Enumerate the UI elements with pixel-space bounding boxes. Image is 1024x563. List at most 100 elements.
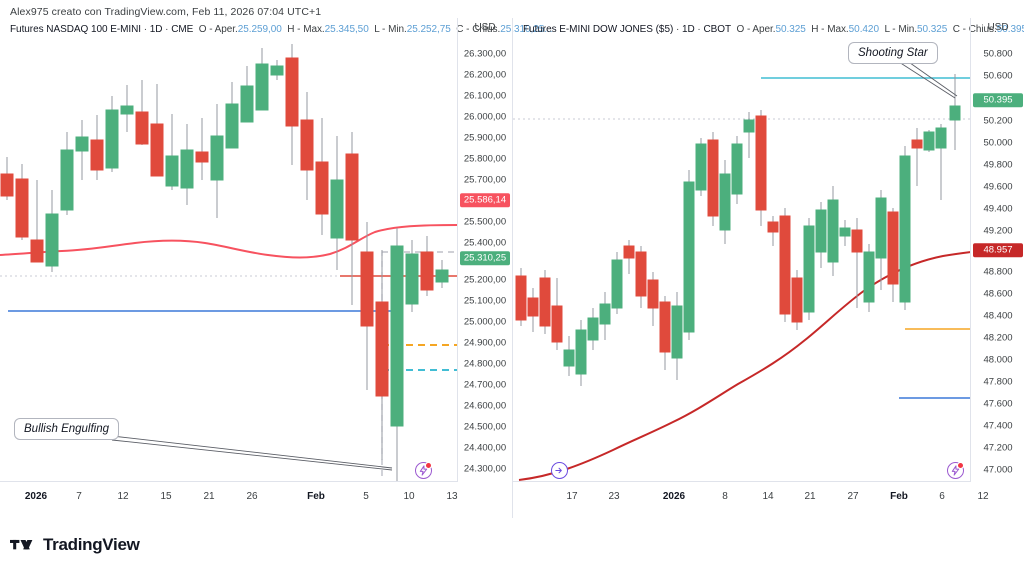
shooting-star-callout[interactable]: Shooting Star xyxy=(848,42,938,64)
price-tick: 24.700,00 xyxy=(463,379,507,391)
time-tick: Feb xyxy=(890,491,908,502)
price-tick: 48.200 xyxy=(983,332,1013,344)
price-tick: 49.200 xyxy=(983,225,1013,237)
notification-dot xyxy=(957,462,964,469)
plot-area-nasdaq[interactable]: Bullish Engulfing xyxy=(0,40,458,482)
time-tick: 12 xyxy=(117,491,129,502)
price-tick: 50.600 xyxy=(983,70,1013,82)
price-tick: 24.400,00 xyxy=(463,442,507,454)
price-tick: 48.400 xyxy=(983,310,1013,322)
jump-to-realtime-icon[interactable] xyxy=(551,462,568,479)
legend-open-value: 50.325 xyxy=(775,24,806,35)
last-price-badge: 50.395 xyxy=(973,93,1023,107)
time-tick: Feb xyxy=(307,491,325,502)
legend-interval: 1D xyxy=(149,24,163,35)
price-tick: 25.800,00 xyxy=(463,153,507,165)
price-tick: 49.800 xyxy=(983,159,1013,171)
price-tick: 24.900,00 xyxy=(463,337,507,349)
time-tick: 7 xyxy=(76,491,82,502)
legend-close-value: 25.310,25... xyxy=(500,24,553,35)
price-tick: 26.300,00 xyxy=(463,48,507,60)
legend-interval: 1D xyxy=(682,24,695,35)
price-tick: 50.200 xyxy=(983,115,1013,127)
time-tick: 12 xyxy=(977,491,989,502)
price-tick: 25.900,00 xyxy=(463,132,507,144)
time-tick: 21 xyxy=(804,491,816,502)
legend-low-label: L - Min. xyxy=(374,24,407,35)
alert-lightning-icon[interactable] xyxy=(947,462,964,479)
tradingview-footer[interactable]: TradingView xyxy=(10,535,140,555)
last-price-badge: 25.310,25 xyxy=(460,251,510,265)
time-tick: 21 xyxy=(203,491,215,502)
time-tick: 17 xyxy=(566,491,578,502)
price-scale-dowjones[interactable]: USD 50.800 50.600 50.395 50.200 50.000 4… xyxy=(970,18,1024,482)
candle-series-nasdaq xyxy=(0,44,449,482)
credit-line: Alex975 creato con TradingView.com, Feb … xyxy=(10,6,322,18)
legend-exchange: CME xyxy=(171,24,194,35)
time-tick: 2026 xyxy=(662,491,686,502)
time-tick: 10 xyxy=(403,491,415,502)
price-tick: 47.200 xyxy=(983,442,1013,454)
price-tick: 24.500,00 xyxy=(463,421,507,433)
price-tick: 50.000 xyxy=(983,137,1013,149)
legend-exchange: CBOT xyxy=(703,24,732,35)
legend-open-label: O - Aper. xyxy=(736,24,776,35)
price-tick: 48.600 xyxy=(983,288,1013,300)
legend-high-value: 50.420 xyxy=(848,24,879,35)
price-scale-currency: USD xyxy=(474,22,496,33)
price-tick: 25.400,00 xyxy=(463,237,507,249)
time-tick: 26 xyxy=(246,491,258,502)
alert-lightning-icon[interactable] xyxy=(415,462,432,479)
legend-high-label: H - Max. xyxy=(811,24,849,35)
time-tick: 14 xyxy=(762,491,774,502)
price-tick: 49.600 xyxy=(983,181,1013,193)
chart-panel-nasdaq: Futures NASDAQ 100 E-MINI · 1D · CME O -… xyxy=(0,18,553,518)
price-tick: 47.000 xyxy=(983,464,1013,476)
time-tick: 2026 xyxy=(24,491,48,502)
time-tick: 8 xyxy=(722,491,728,502)
price-tick: 48.800 xyxy=(983,266,1013,278)
legend-open-value: 25.259,00 xyxy=(237,24,282,35)
legend-symbol: Futures NASDAQ 100 E-MINI xyxy=(10,24,142,35)
legend-low-value: 25.252,75 xyxy=(406,24,451,35)
price-tick: 25.500,00 xyxy=(463,216,507,228)
price-tick: 47.400 xyxy=(983,420,1013,432)
time-tick: 15 xyxy=(160,491,172,502)
legend-close-label: C - Chius. xyxy=(456,24,501,35)
price-tick: 25.000,00 xyxy=(463,316,507,328)
price-tick: 25.700,00 xyxy=(463,174,507,186)
price-tick: 25.200,00 xyxy=(463,274,507,286)
time-scale-dowjones[interactable]: 17 23 2026 8 14 21 27 Feb 6 12 xyxy=(513,481,989,518)
price-tick: 25.100,00 xyxy=(463,295,507,307)
chart-legend-nasdaq[interactable]: Futures NASDAQ 100 E-MINI · 1D · CME O -… xyxy=(10,24,553,35)
ma-price-badge: 48.957 xyxy=(973,243,1023,257)
candlestick-svg-dowjones xyxy=(513,57,971,481)
price-scale-nasdaq[interactable]: USD 26.300,00 26.200,00 26.100,00 26.000… xyxy=(457,18,512,482)
price-tick: 48.000 xyxy=(983,354,1013,366)
chart-legend-dowjones[interactable]: Futures E-MINI DOW JONES ($5) · 1D · CBO… xyxy=(523,24,1024,35)
candlestick-svg-nasdaq xyxy=(0,44,458,482)
candle-series-dowjones xyxy=(515,74,961,386)
legend-low-value: 50.325 xyxy=(917,24,948,35)
price-tick: 24.300,00 xyxy=(463,463,507,475)
legend-close-label: C - Chius. xyxy=(952,24,997,35)
price-tick: 24.600,00 xyxy=(463,400,507,412)
notification-dot xyxy=(425,462,432,469)
time-scale-nasdaq[interactable]: 2026 7 12 15 21 26 Feb 5 10 13 xyxy=(0,481,458,518)
tradingview-logo-mark xyxy=(10,539,33,550)
bullish-engulfing-callout[interactable]: Bullish Engulfing xyxy=(14,418,120,440)
price-tick: 24.800,00 xyxy=(463,358,507,370)
price-tick: 47.800 xyxy=(983,376,1013,388)
time-tick: 27 xyxy=(847,491,859,502)
time-tick: 13 xyxy=(446,491,458,502)
price-scale-currency: USD xyxy=(987,22,1009,33)
price-tick: 49.400 xyxy=(983,203,1013,215)
plot-area-dowjones[interactable]: Shooting Star xyxy=(513,40,971,482)
legend-open-label: O - Aper. xyxy=(198,24,238,35)
legend-high-label: H - Max. xyxy=(287,24,325,35)
price-tick: 26.200,00 xyxy=(463,69,507,81)
time-tick: 5 xyxy=(363,491,369,502)
price-tick: 50.800 xyxy=(983,48,1013,60)
time-tick: 6 xyxy=(939,491,945,502)
